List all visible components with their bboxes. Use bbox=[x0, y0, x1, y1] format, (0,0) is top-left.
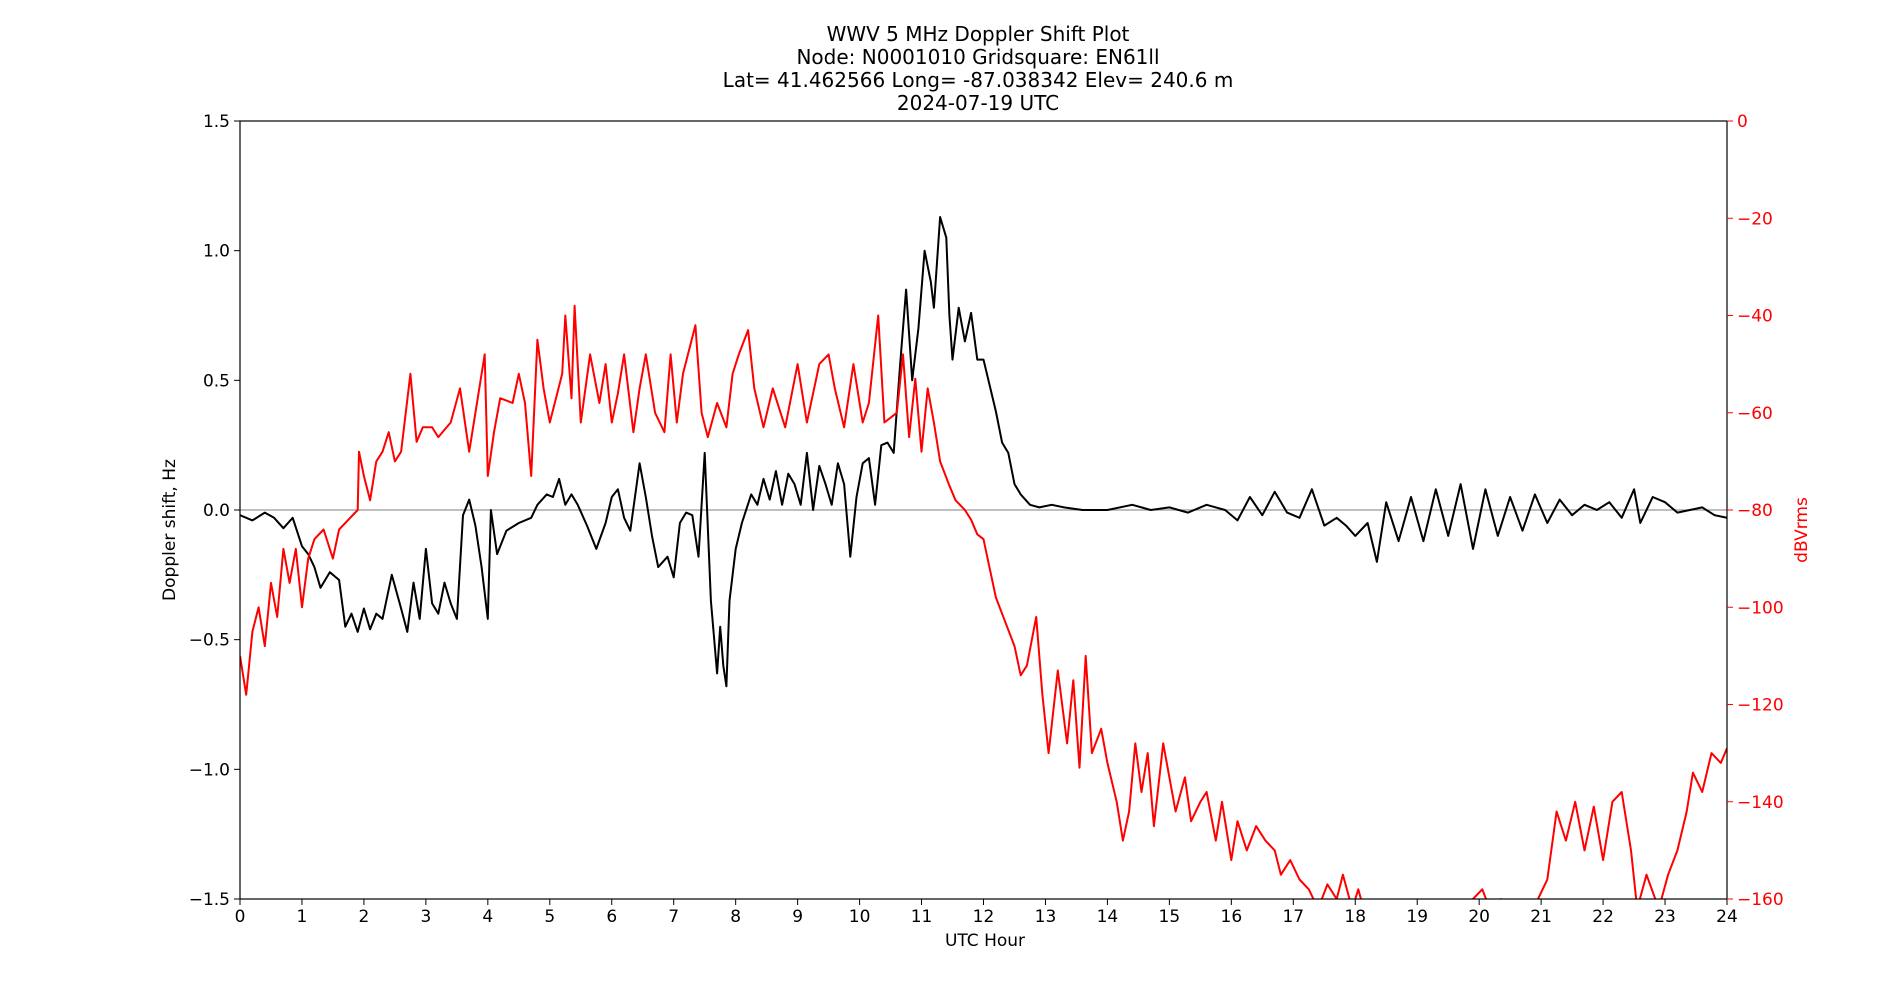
x-tick-label: 12 bbox=[973, 907, 995, 927]
chart-title: WWV 5 MHz Doppler Shift Plot Node: N0001… bbox=[723, 22, 1234, 115]
x-tick-label: 1 bbox=[297, 907, 308, 927]
x-tick-label: 7 bbox=[668, 907, 679, 927]
title-line-1: WWV 5 MHz Doppler Shift Plot bbox=[827, 22, 1130, 46]
x-tick-label: 24 bbox=[1716, 907, 1738, 927]
y-right-tick-label: −20 bbox=[1737, 209, 1773, 229]
title-line-3: Lat= 41.462566 Long= -87.038342 Elev= 24… bbox=[723, 68, 1234, 92]
title-line-4: 2024-07-19 UTC bbox=[897, 91, 1059, 115]
x-tick-label: 8 bbox=[730, 907, 741, 927]
y-right-tick-label: −60 bbox=[1737, 404, 1773, 424]
x-tick-label: 13 bbox=[1035, 907, 1057, 927]
y-left-tick-label: −1.0 bbox=[189, 760, 230, 780]
x-tick-label: 6 bbox=[606, 907, 617, 927]
y-right-tick-label: −40 bbox=[1737, 307, 1773, 327]
x-tick-label: 21 bbox=[1530, 907, 1552, 927]
y-left-tick-label: 1.5 bbox=[203, 112, 230, 132]
y-left-tick-label: 0.0 bbox=[203, 501, 230, 521]
y-left-tick-label: −1.5 bbox=[189, 890, 230, 910]
y-right-tick-label: −140 bbox=[1737, 793, 1784, 813]
x-tick-label: 10 bbox=[849, 907, 871, 927]
x-tick-label: 19 bbox=[1406, 907, 1428, 927]
y-left-tick-label: −0.5 bbox=[189, 631, 230, 651]
power-series-line bbox=[240, 304, 1727, 899]
y-left-tick-label: 0.5 bbox=[203, 371, 230, 391]
x-tick-label: 11 bbox=[911, 907, 933, 927]
x-tick-label: 17 bbox=[1282, 907, 1304, 927]
x-tick-label: 5 bbox=[544, 907, 555, 927]
y-right-tick-label: −100 bbox=[1737, 598, 1784, 618]
plot-area: 0 1 2 3 4 5 6 7 8 9 10 11 12 13 14 15 16 17 18 19 20 21 22 23 24… bbox=[189, 112, 1784, 927]
x-tick-label: 20 bbox=[1468, 907, 1490, 927]
x-tick-label: 3 bbox=[420, 907, 431, 927]
x-axis-label: UTC Hour bbox=[945, 931, 1025, 951]
x-tick-label: 0 bbox=[235, 907, 246, 927]
x-tick-label: 15 bbox=[1159, 907, 1181, 927]
title-line-2: Node: N0001010 Gridsquare: EN61ll bbox=[796, 45, 1159, 69]
y-right-tick-label: −160 bbox=[1737, 890, 1784, 910]
y-axis-left-label: Doppler shift, Hz bbox=[160, 459, 180, 601]
y-right-tick-label: −120 bbox=[1737, 696, 1784, 716]
x-tick-label: 23 bbox=[1654, 907, 1676, 927]
y-right-tick-label: 0 bbox=[1737, 112, 1748, 132]
x-tick-label: 2 bbox=[359, 907, 370, 927]
x-tick-label: 16 bbox=[1221, 907, 1243, 927]
x-tick-label: 4 bbox=[482, 907, 493, 927]
x-tick-label: 22 bbox=[1592, 907, 1614, 927]
y-left-tick-label: 1.0 bbox=[203, 242, 230, 262]
y-axis-right-label: dBVrms bbox=[1792, 497, 1812, 563]
y-right-tick-label: −80 bbox=[1737, 501, 1773, 521]
x-tick-label: 18 bbox=[1344, 907, 1366, 927]
x-tick-label: 14 bbox=[1097, 907, 1119, 927]
doppler-series-line bbox=[240, 216, 1727, 688]
x-tick-label: 9 bbox=[792, 907, 803, 927]
